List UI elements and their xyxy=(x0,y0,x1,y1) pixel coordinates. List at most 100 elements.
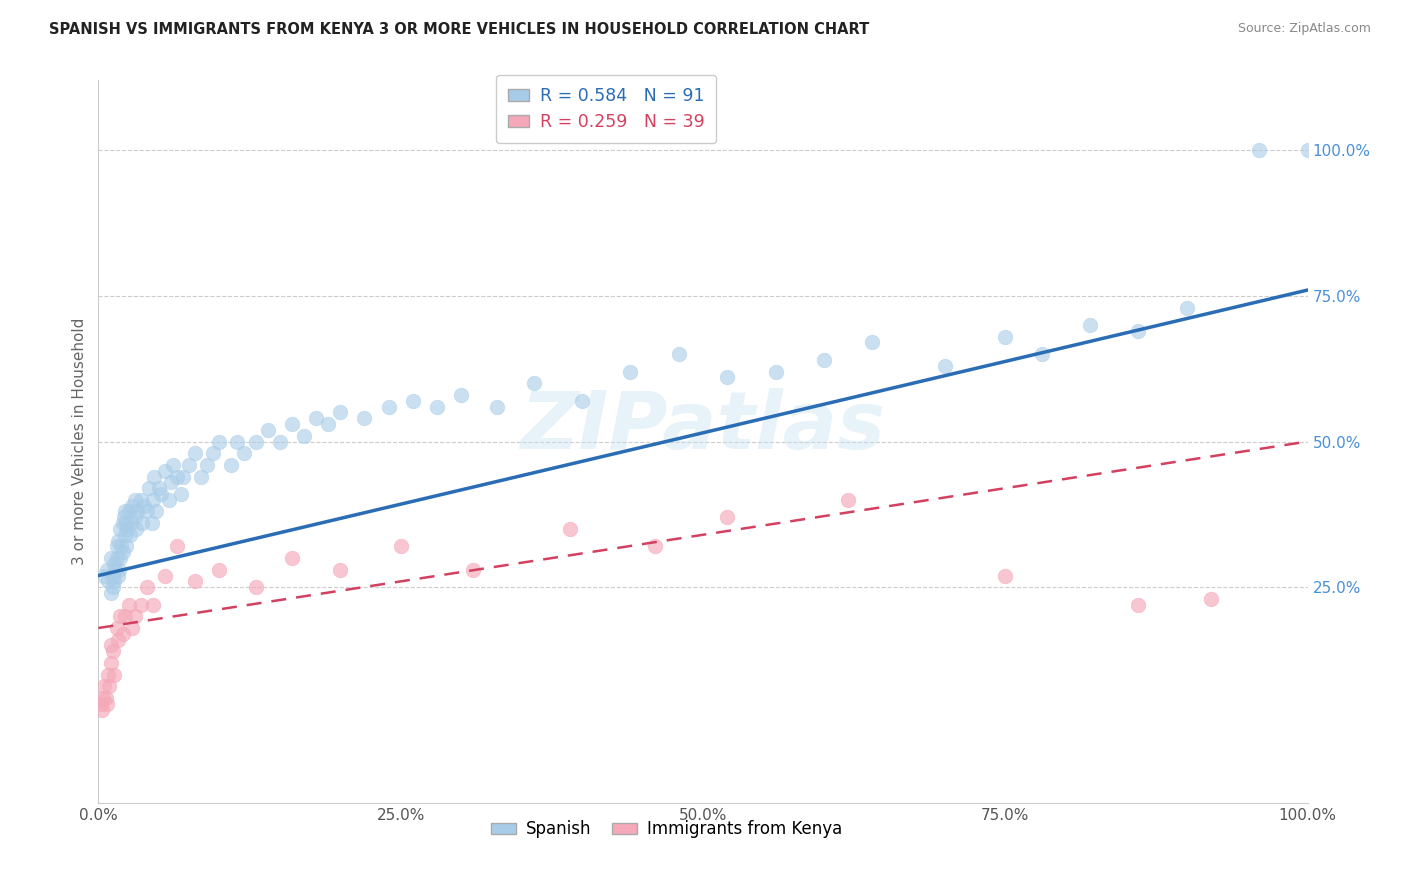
Point xyxy=(1031,347,1053,361)
Point xyxy=(716,370,738,384)
Point xyxy=(486,400,509,414)
Point xyxy=(226,434,249,449)
Point xyxy=(148,481,170,495)
Point xyxy=(125,522,148,536)
Point xyxy=(110,540,132,554)
Point xyxy=(118,528,141,542)
Point xyxy=(134,499,156,513)
Point xyxy=(129,492,152,507)
Point xyxy=(124,609,146,624)
Point xyxy=(668,347,690,361)
Text: Source: ZipAtlas.com: Source: ZipAtlas.com xyxy=(1237,22,1371,36)
Point xyxy=(813,353,835,368)
Point xyxy=(115,540,138,554)
Point xyxy=(281,417,304,431)
Point xyxy=(143,469,166,483)
Point xyxy=(463,563,485,577)
Point xyxy=(1128,324,1150,338)
Point xyxy=(91,702,114,716)
Point xyxy=(644,540,666,554)
Point xyxy=(716,510,738,524)
Point xyxy=(104,563,127,577)
Point xyxy=(184,446,207,460)
Point xyxy=(96,697,118,711)
Y-axis label: 3 or more Vehicles in Household: 3 or more Vehicles in Household xyxy=(72,318,87,566)
Point xyxy=(111,516,134,530)
Point xyxy=(114,504,136,518)
Point xyxy=(124,510,146,524)
Point xyxy=(138,481,160,495)
Point xyxy=(100,551,122,566)
Point xyxy=(426,400,449,414)
Point xyxy=(166,469,188,483)
Point xyxy=(1199,591,1222,606)
Point xyxy=(94,690,117,705)
Point xyxy=(860,335,883,350)
Point xyxy=(107,533,129,548)
Point xyxy=(127,504,149,518)
Point xyxy=(135,504,157,518)
Point xyxy=(97,574,120,589)
Point xyxy=(558,522,581,536)
Point xyxy=(93,568,115,582)
Point xyxy=(765,365,787,379)
Point xyxy=(105,540,128,554)
Point xyxy=(184,574,207,589)
Point xyxy=(195,458,218,472)
Point xyxy=(1296,143,1319,157)
Point xyxy=(100,586,122,600)
Text: SPANISH VS IMMIGRANTS FROM KENYA 3 OR MORE VEHICLES IN HOUSEHOLD CORRELATION CHA: SPANISH VS IMMIGRANTS FROM KENYA 3 OR MO… xyxy=(49,22,869,37)
Point xyxy=(91,690,114,705)
Point xyxy=(1175,301,1198,315)
Point xyxy=(837,492,859,507)
Point xyxy=(153,464,176,478)
Point xyxy=(135,580,157,594)
Point xyxy=(190,469,212,483)
Point xyxy=(98,679,121,693)
Point xyxy=(114,609,136,624)
Point xyxy=(103,557,125,571)
Point xyxy=(523,376,546,391)
Point xyxy=(100,639,122,653)
Point xyxy=(172,469,194,483)
Point xyxy=(108,522,131,536)
Point xyxy=(329,405,352,419)
Point xyxy=(619,365,641,379)
Point xyxy=(97,667,120,681)
Point xyxy=(377,400,399,414)
Point xyxy=(145,504,167,518)
Point xyxy=(232,446,254,460)
Point xyxy=(450,388,472,402)
Point xyxy=(142,598,165,612)
Point xyxy=(934,359,956,373)
Point xyxy=(245,434,267,449)
Point xyxy=(118,504,141,518)
Point xyxy=(150,487,173,501)
Point xyxy=(105,551,128,566)
Point xyxy=(124,492,146,507)
Point xyxy=(402,393,425,408)
Point xyxy=(114,528,136,542)
Point xyxy=(389,540,412,554)
Point xyxy=(153,568,176,582)
Point xyxy=(202,446,225,460)
Point xyxy=(994,329,1017,343)
Point xyxy=(121,621,143,635)
Point xyxy=(103,574,125,589)
Point xyxy=(166,540,188,554)
Point xyxy=(1128,598,1150,612)
Point xyxy=(101,568,124,582)
Point xyxy=(269,434,291,449)
Point xyxy=(118,598,141,612)
Point xyxy=(208,434,231,449)
Point xyxy=(103,667,125,681)
Point xyxy=(162,458,184,472)
Point xyxy=(96,563,118,577)
Point xyxy=(292,428,315,442)
Point xyxy=(281,551,304,566)
Point xyxy=(141,516,163,530)
Point xyxy=(111,627,134,641)
Point xyxy=(107,568,129,582)
Point xyxy=(329,563,352,577)
Point xyxy=(120,516,142,530)
